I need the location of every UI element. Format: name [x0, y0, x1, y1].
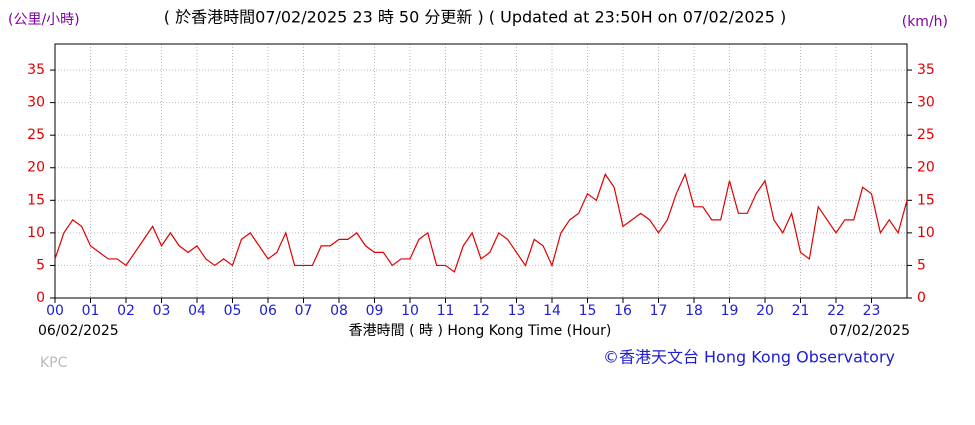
x-tick-label: 11: [437, 303, 455, 319]
x-tick-label: 13: [508, 303, 526, 319]
y-unit-left: (公里/小時): [8, 12, 80, 28]
y2-tick-label: 5: [917, 257, 926, 273]
x-tick-label: 02: [117, 303, 135, 319]
x-tick-label: 18: [685, 303, 703, 319]
start-date: 06/02/2025: [38, 323, 119, 339]
y-tick-label: 10: [27, 225, 45, 241]
station-code: KPC: [40, 355, 68, 371]
y-tick-label: 5: [36, 257, 45, 273]
y2-tick-label: 15: [917, 192, 935, 208]
y-tick-label: 20: [27, 160, 45, 176]
y-tick-label: 35: [27, 62, 45, 78]
x-tick-label: 19: [721, 303, 739, 319]
x-tick-label: 21: [792, 303, 810, 319]
credit: ©香港天文台 Hong Kong Observatory: [603, 348, 895, 367]
y2-tick-label: 10: [917, 225, 935, 241]
y-tick-label: 15: [27, 192, 45, 208]
y-tick-label: 30: [27, 95, 45, 111]
x-tick-label: 14: [543, 303, 561, 319]
x-tick-label: 04: [188, 303, 206, 319]
x-tick-label: 15: [579, 303, 597, 319]
plot-frame: [54, 43, 908, 299]
x-tick-label: 10: [401, 303, 419, 319]
x-tick-label: 17: [650, 303, 668, 319]
y-tick-label: 0: [36, 290, 45, 306]
x-tick-label: 20: [756, 303, 774, 319]
x-tick-label: 03: [153, 303, 171, 319]
x-axis-label: 香港時間 ( 時 ) Hong Kong Time (Hour): [349, 323, 612, 339]
y-tick-label: 25: [27, 127, 45, 143]
x-tick-label: 22: [827, 303, 845, 319]
y-unit-right: (km/h): [902, 14, 948, 30]
y2-tick-label: 30: [917, 95, 935, 111]
chart-title: ( 於香港時間07/02/2025 23 時 50 分更新 ) ( Update…: [164, 8, 787, 27]
x-tick-label: 23: [863, 303, 881, 319]
x-tick-label: 06: [259, 303, 277, 319]
y2-tick-label: 25: [917, 127, 935, 143]
x-tick-label: 16: [614, 303, 632, 319]
x-tick-label: 05: [224, 303, 242, 319]
x-tick-label: 09: [366, 303, 384, 319]
x-tick-label: 07: [295, 303, 313, 319]
y2-tick-label: 20: [917, 160, 935, 176]
x-tick-label: 00: [46, 303, 64, 319]
data-line: [54, 172, 908, 273]
x-tick-label: 08: [330, 303, 348, 319]
y2-tick-label: 35: [917, 62, 935, 78]
y2-tick-label: 0: [917, 290, 926, 306]
x-tick-label: 12: [472, 303, 490, 319]
end-date: 07/02/2025: [829, 323, 910, 339]
x-tick-label: 01: [82, 303, 100, 319]
